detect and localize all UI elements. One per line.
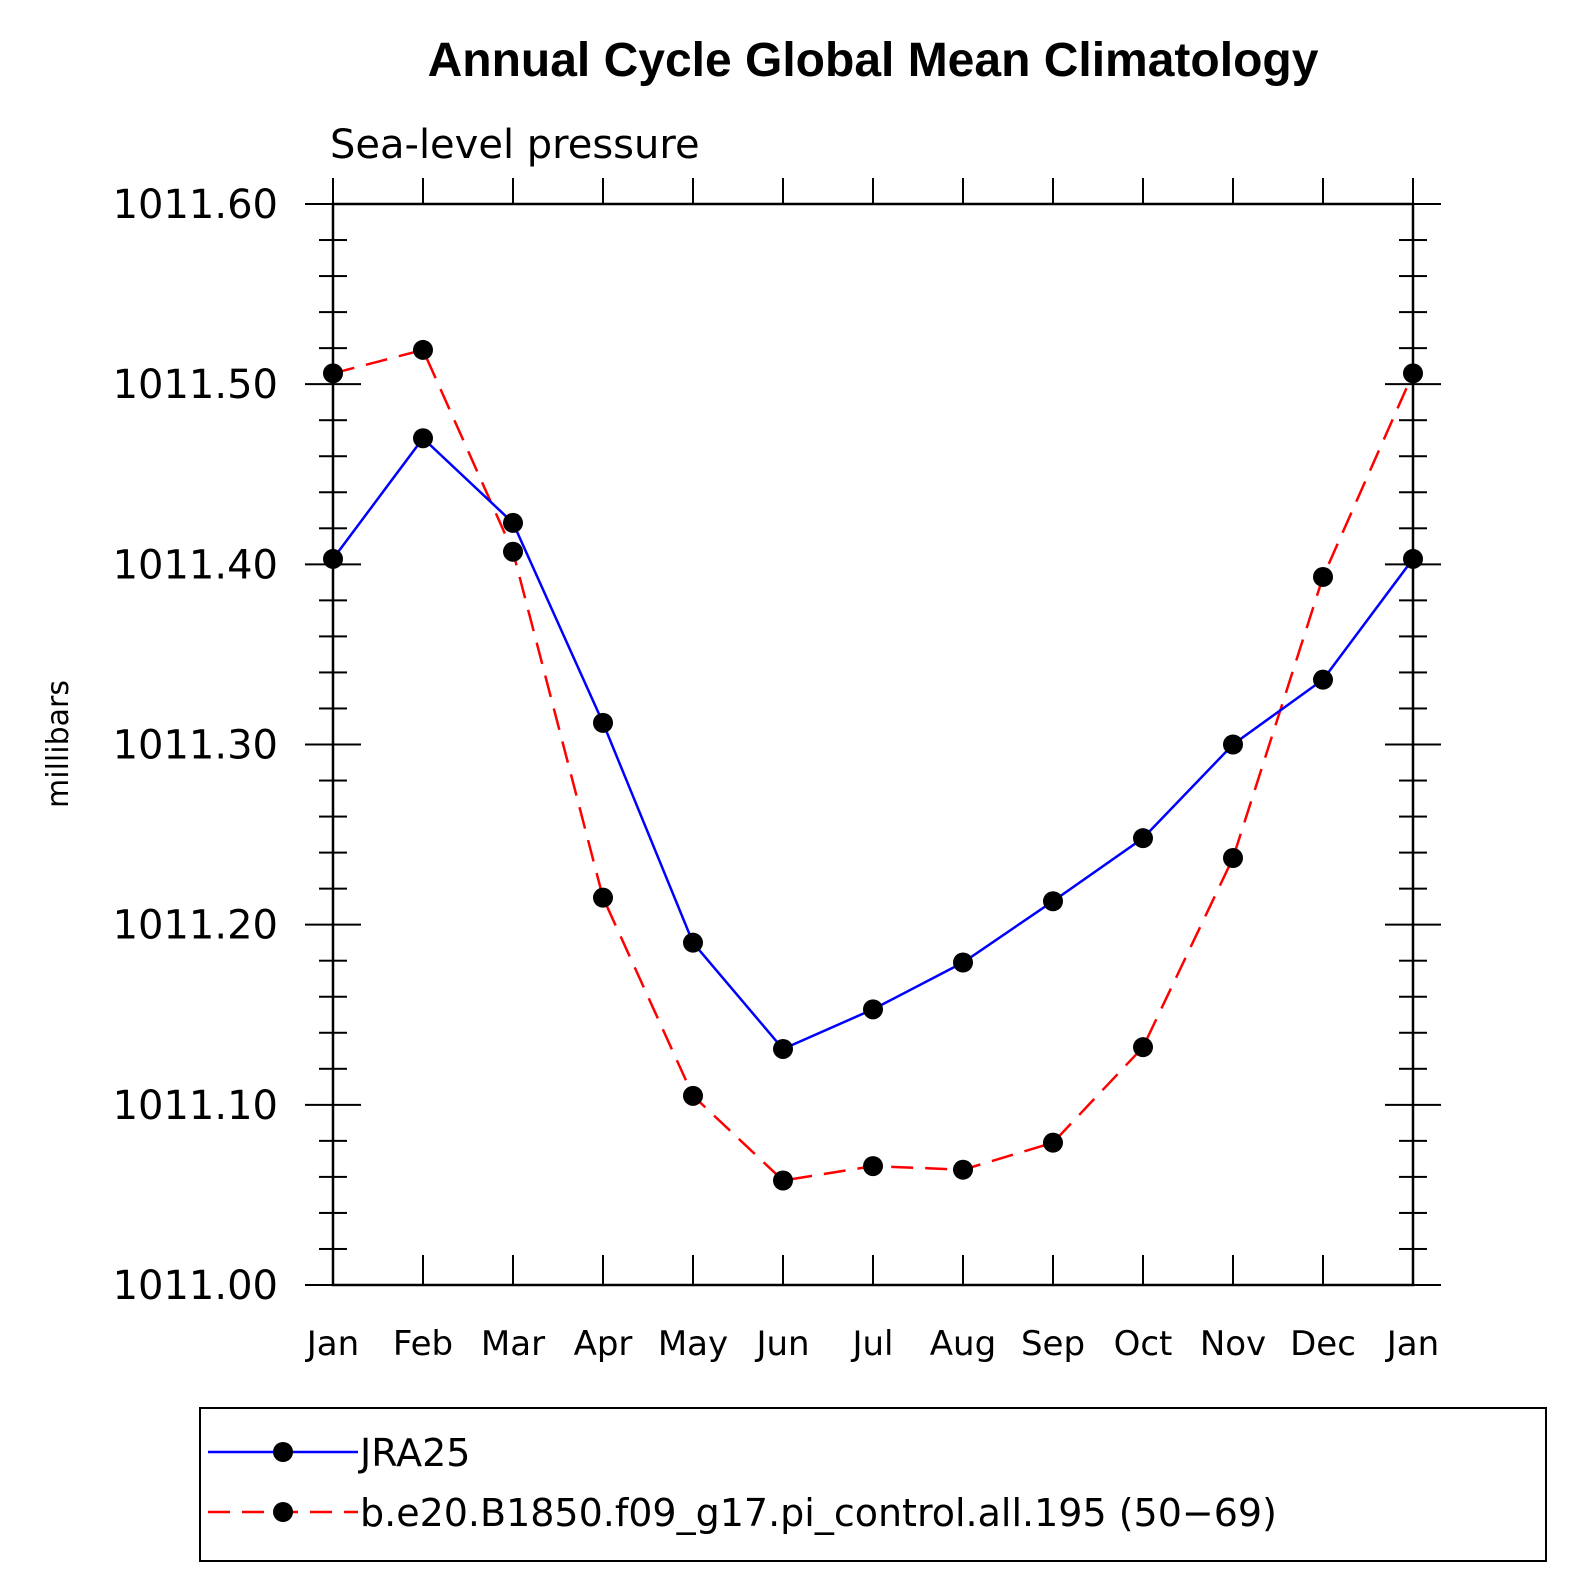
data-point	[863, 1156, 883, 1177]
y-tick-label: 1011.30	[113, 723, 278, 769]
data-point	[1133, 828, 1153, 849]
series-line	[331, 436, 1415, 1051]
legend-marker	[273, 1502, 293, 1522]
y-tick-label: 1011.10	[113, 1083, 278, 1129]
legend-box	[199, 1407, 1547, 1562]
data-point	[953, 1159, 973, 1180]
x-tick-label: May	[658, 1324, 728, 1364]
x-tick-label: Apr	[574, 1324, 633, 1364]
data-point	[1133, 1037, 1153, 1058]
x-tick-label: Jul	[850, 1324, 893, 1364]
x-tick-label: Aug	[930, 1324, 996, 1364]
legend-marker	[273, 1442, 293, 1462]
data-point	[503, 541, 523, 562]
x-tick-label: Jun	[754, 1324, 809, 1364]
legend-label: JRA25	[358, 1431, 470, 1475]
data-point	[1403, 548, 1423, 569]
series-line	[332, 348, 1415, 1182]
data-point	[413, 339, 433, 360]
chart-subtitle: Sea-level pressure	[330, 122, 700, 168]
data-point	[773, 1170, 793, 1191]
data-point	[683, 1085, 703, 1106]
data-point	[503, 512, 523, 533]
x-tick-label: Jan	[1385, 1324, 1439, 1364]
y-tick-label: 1011.50	[113, 362, 278, 408]
data-point	[413, 428, 433, 449]
x-tick-label: Oct	[1114, 1324, 1173, 1364]
data-point	[593, 887, 613, 908]
data-point	[1313, 669, 1333, 690]
x-tick-label: Nov	[1200, 1324, 1266, 1364]
data-point	[1313, 566, 1333, 587]
legend: JRA25 b.e20.B1850.f09_g17.pi_control.all.…	[199, 1407, 1547, 1562]
x-tick-label: Mar	[481, 1324, 545, 1364]
data-point	[773, 1038, 793, 1059]
data-point	[1223, 734, 1243, 755]
data-point	[323, 548, 343, 569]
chart-title: Annual Cycle Global Mean Climatology	[428, 34, 1319, 87]
series-layer	[323, 339, 1423, 1191]
axes: Jan Feb Mar Apr May Jun Jul Aug Sep Oct Nov Dec Jan 1…	[113, 178, 1441, 1364]
x-tick-label: Feb	[393, 1324, 453, 1364]
plot-frame	[331, 202, 1415, 1287]
data-point	[953, 952, 973, 973]
data-point	[323, 363, 343, 384]
data-point	[863, 999, 883, 1020]
x-tick-label: Dec	[1290, 1324, 1356, 1364]
y-tick-label: 1011.20	[113, 903, 278, 949]
y-tick-label: 1011.60	[113, 182, 278, 228]
data-point	[1403, 363, 1423, 384]
x-tick-label: Jan	[305, 1324, 359, 1364]
x-tick-label: Sep	[1021, 1324, 1085, 1364]
data-point	[1223, 848, 1243, 869]
data-point	[683, 932, 703, 953]
data-point	[593, 712, 613, 733]
data-point	[1043, 1132, 1063, 1153]
y-tick-label: 1011.40	[113, 542, 278, 588]
y-axis-label: millibars	[41, 680, 76, 808]
legend-label: b.e20.B1850.f09_g17.pi_control.all.195 (…	[360, 1491, 1277, 1535]
y-tick-label: 1011.00	[113, 1263, 278, 1309]
data-point	[1043, 891, 1063, 912]
